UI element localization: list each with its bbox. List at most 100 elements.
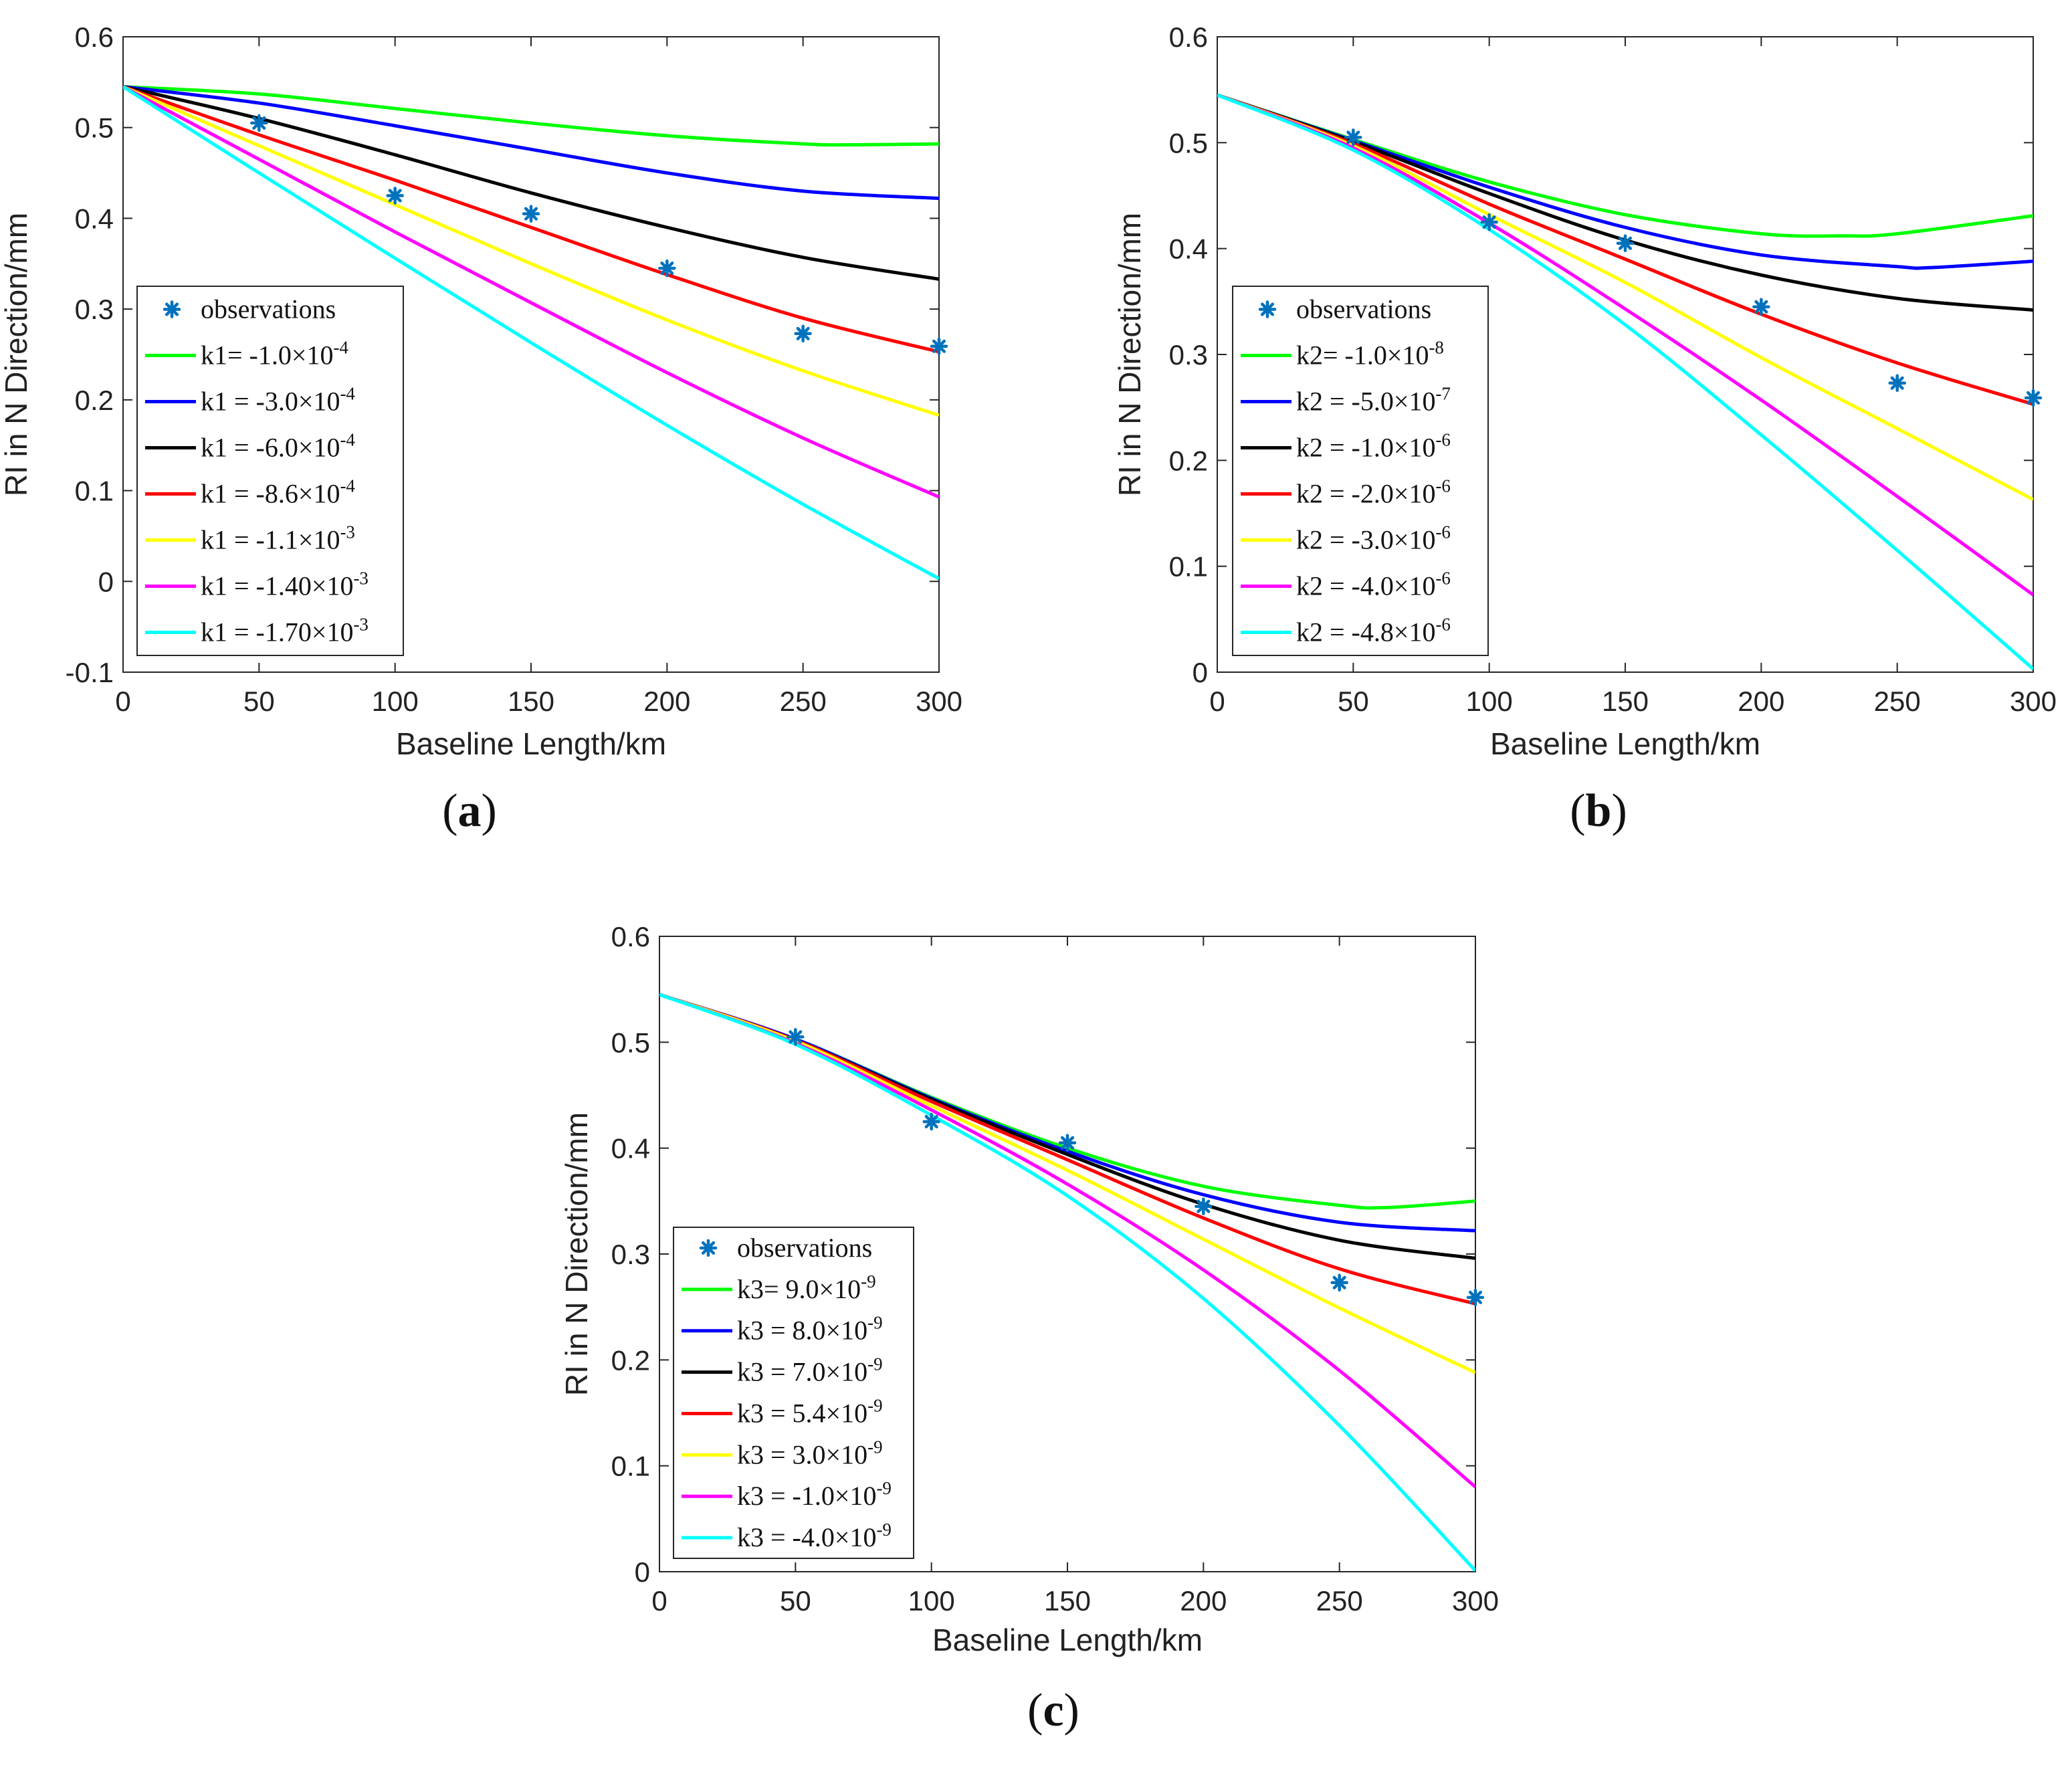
- legend-entry-base: k1= -1.0×10: [201, 340, 333, 371]
- panel-label: (c): [1027, 1685, 1079, 1736]
- y-tick-label: 0.3: [75, 294, 114, 325]
- legend-entry-label: k2 = -3.0×10-6: [1296, 522, 1451, 555]
- legend-entry-exponent: -4: [340, 430, 355, 450]
- legend-entry-label: k3 = 7.0×10-9: [737, 1354, 883, 1387]
- legend-entry-exponent: -3: [353, 568, 369, 589]
- legend-entry-label: k2 = -4.8×10-6: [1296, 615, 1451, 647]
- legend-entry-base: k2 = -4.0×10: [1296, 571, 1435, 601]
- legend-entry-label: k3= 9.0×10-9: [737, 1271, 876, 1304]
- legend-entry-exponent: -3: [340, 522, 355, 542]
- legend-entry-base: k3 = 8.0×10: [737, 1316, 867, 1346]
- legend-entry-exponent: -6: [1435, 522, 1451, 542]
- legend-entry-exponent: -9: [867, 1395, 883, 1415]
- observation-marker: [522, 205, 540, 223]
- legend-entry-label: k2 = -5.0×10-7: [1296, 384, 1451, 417]
- panel-label-part: (: [1027, 1685, 1043, 1736]
- y-tick-label: 0.6: [1169, 21, 1208, 53]
- legend-entry-label: k1 = -1.70×10-3: [201, 615, 369, 647]
- panel-label: (a): [442, 785, 497, 837]
- legend-entry-base: k3 = -1.0×10: [737, 1481, 876, 1511]
- y-tick-label: 0.3: [1169, 339, 1208, 371]
- observation-marker: [1480, 213, 1498, 231]
- legend-entry-label: k2= -1.0×10-8: [1296, 338, 1444, 371]
- observation-marker-stroke: [660, 262, 674, 276]
- x-tick-label: 0: [1209, 686, 1225, 717]
- observation-marker-stroke: [2026, 391, 2041, 405]
- legend-entry-exponent: -9: [867, 1354, 883, 1374]
- legend-entry-exponent: -4: [340, 476, 355, 496]
- panel-label-part: ): [1064, 1685, 1079, 1736]
- observation-marker-stroke: [924, 1115, 938, 1129]
- y-tick-label: 0.2: [75, 385, 114, 416]
- observation-marker: [250, 114, 268, 132]
- legend-box: [1232, 286, 1489, 656]
- x-tick-label: 0: [115, 686, 130, 717]
- x-tick-label: 250: [1316, 1585, 1363, 1617]
- legend-entry-observations: observations: [737, 1233, 872, 1263]
- observation-marker-stroke: [1060, 1136, 1075, 1150]
- observation-marker: [1344, 128, 1362, 146]
- legend-entry-label: k1 = -8.6×10-4: [201, 476, 355, 509]
- legend-entry-exponent: -7: [1435, 384, 1451, 404]
- observation-marker-stroke: [1618, 236, 1633, 250]
- observation-marker: [386, 187, 404, 205]
- observation-marker: [922, 1112, 940, 1131]
- x-axis-label: Baseline Length/km: [1490, 726, 1760, 761]
- legend-entry-exponent: -9: [876, 1520, 892, 1540]
- x-tick-label: 300: [2010, 686, 2057, 717]
- y-tick-label: 0.5: [611, 1027, 650, 1058]
- legend-entry-exponent: -9: [867, 1313, 883, 1333]
- y-axis-label: RI in N Direction/mm: [559, 1112, 594, 1396]
- x-tick-label: 300: [1452, 1585, 1499, 1617]
- observation-marker-stroke: [1482, 215, 1496, 229]
- legend-box: [673, 1227, 914, 1559]
- x-tick-label: 150: [1044, 1585, 1091, 1617]
- y-tick-label: 0: [1193, 657, 1208, 688]
- observation-marker: [794, 324, 812, 343]
- observation-marker-stroke: [1468, 1290, 1483, 1304]
- observation-marker-stroke: [252, 116, 266, 130]
- x-tick-label: 100: [1466, 686, 1513, 717]
- legend-entry-base: k3 = 7.0×10: [737, 1357, 867, 1387]
- legend-entry-base: k2 = -4.8×10: [1296, 617, 1435, 647]
- y-tick-label: 0.4: [1169, 233, 1208, 265]
- observation-marker: [1058, 1134, 1077, 1152]
- observation-marker-stroke: [1890, 376, 1904, 390]
- y-tick-label: 0.1: [611, 1451, 650, 1482]
- legend-entry-base: k2 = -3.0×10: [1296, 525, 1435, 555]
- y-tick-label: -0.1: [66, 657, 114, 688]
- chart-panel-b: 0 50 100 150 200 250 300 0 0.1 0.2 0.3 0.4 0.5 0.6 Bas…: [1112, 21, 2057, 837]
- legend-entry-exponent: -6: [1435, 430, 1451, 450]
- chart-panel-a: 0 50 100 150 200 250 300-0.100.10.20.30.40.50.…: [0, 21, 962, 837]
- legend-entry-label: k2 = -2.0×10-6: [1296, 476, 1451, 509]
- panel-label-part: ): [482, 785, 497, 837]
- x-tick-label: 250: [1874, 686, 1921, 717]
- legend-entry-label: k3 = -4.0×10-9: [737, 1520, 892, 1552]
- x-tick-label: 50: [780, 1585, 811, 1617]
- observation-marker: [1466, 1288, 1485, 1307]
- y-tick-label: 0: [635, 1556, 650, 1588]
- observation-marker-stroke: [1346, 130, 1360, 144]
- series-line-magenta: [1217, 93, 2033, 597]
- y-tick-label: 0.4: [75, 203, 114, 234]
- x-tick-label: 150: [508, 686, 554, 717]
- x-tick-label: 150: [1602, 686, 1649, 717]
- legend-entry-base: k3 = 3.0×10: [737, 1439, 867, 1469]
- y-tick-label: 0.5: [1169, 127, 1208, 159]
- y-tick-label: 0.6: [611, 921, 650, 952]
- observation-marker-stroke: [165, 302, 179, 316]
- x-tick-label: 300: [916, 686, 962, 717]
- series-line-red: [123, 85, 939, 354]
- panel-label-part: (: [1570, 785, 1585, 837]
- legend-entry-base: k1 = -3.0×10: [201, 387, 340, 417]
- legend-entry-label: k1= -1.0×10-4: [201, 338, 348, 371]
- legend-entry-exponent: -3: [353, 615, 369, 635]
- observation-marker-stroke: [932, 339, 946, 353]
- series-line-cyan: [659, 993, 1475, 1572]
- observation-marker: [658, 259, 676, 278]
- observation-marker-stroke: [1754, 300, 1768, 314]
- x-tick-label: 50: [1338, 686, 1369, 717]
- legend-entry-observations: observations: [201, 294, 336, 324]
- series-line-cyan: [123, 85, 939, 581]
- observation-marker: [1195, 1197, 1213, 1215]
